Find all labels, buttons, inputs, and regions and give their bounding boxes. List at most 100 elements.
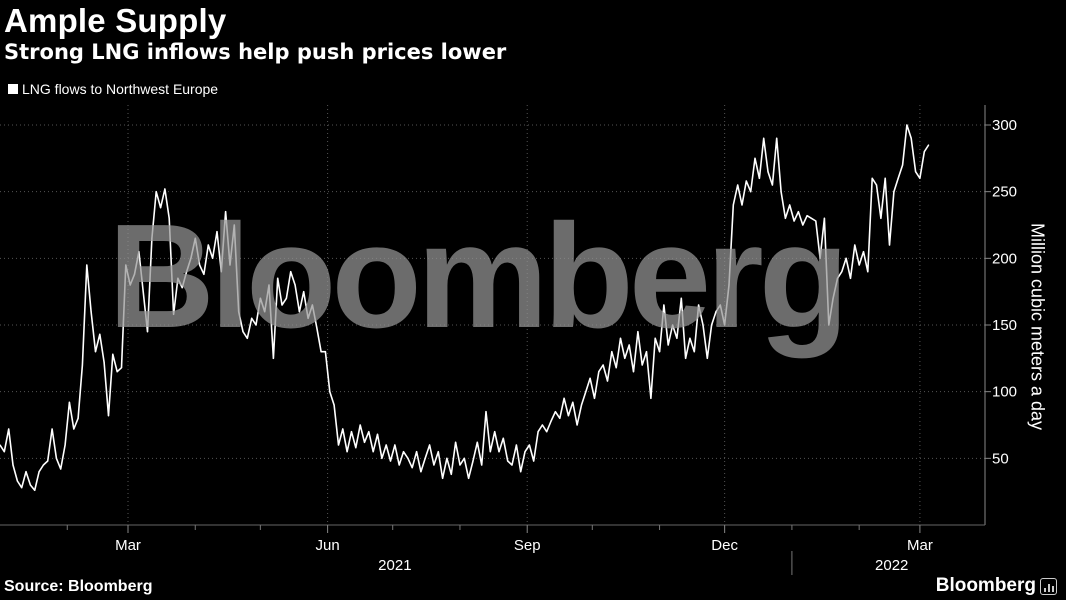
- data-point: [303, 291, 305, 293]
- x-tick-label: Jun: [316, 537, 340, 554]
- data-point: [159, 207, 162, 209]
- data-point: [901, 164, 904, 166]
- data-point: [285, 297, 287, 299]
- data-point: [185, 271, 188, 273]
- data-point: [507, 460, 509, 462]
- data-point: [468, 477, 470, 479]
- data-point: [441, 477, 444, 479]
- data-point: [789, 204, 791, 206]
- data-point: [320, 351, 322, 353]
- data-point: [533, 460, 535, 462]
- data-point: [676, 337, 678, 339]
- data-point: [203, 273, 205, 275]
- data-point: [155, 191, 157, 193]
- x-tick-label: Sep: [514, 537, 541, 554]
- y-tick-label: 300: [992, 117, 1017, 134]
- data-point: [229, 264, 231, 266]
- data-point: [810, 217, 813, 219]
- data-point: [463, 457, 465, 459]
- data-point: [593, 397, 596, 399]
- data-point: [910, 137, 912, 139]
- data-point: [407, 457, 409, 459]
- data-point: [21, 487, 23, 489]
- data-point: [628, 344, 630, 346]
- data-point: [693, 351, 695, 353]
- data-point: [767, 171, 769, 173]
- data-point: [68, 401, 71, 403]
- data-point: [225, 211, 227, 213]
- data-point: [472, 460, 474, 462]
- data-point: [34, 489, 36, 491]
- data-point: [424, 457, 426, 459]
- y-tick-label: 50: [992, 450, 1009, 467]
- data-point: [355, 447, 357, 449]
- data-point: [650, 397, 652, 399]
- data-point: [654, 337, 656, 339]
- data-point: [754, 157, 756, 159]
- data-point: [828, 324, 830, 326]
- data-point: [546, 431, 548, 433]
- data-point: [541, 424, 544, 426]
- data-point: [177, 277, 179, 279]
- data-point: [732, 204, 734, 206]
- data-point: [854, 244, 856, 246]
- y-tick-label: 200: [992, 250, 1017, 267]
- data-point: [537, 431, 539, 433]
- data-point: [819, 257, 821, 259]
- data-point: [706, 357, 708, 359]
- data-point: [411, 467, 413, 469]
- y-tick-label: 250: [992, 184, 1017, 201]
- data-point: [667, 344, 669, 346]
- series-line: [0, 124, 930, 492]
- data-point: [875, 184, 878, 186]
- data-point: [55, 457, 58, 459]
- data-point: [914, 171, 917, 173]
- grid-lines: [0, 105, 985, 525]
- data-point: [906, 124, 908, 126]
- data-point: [385, 444, 387, 446]
- data-point: [311, 304, 314, 306]
- data-point: [841, 271, 843, 273]
- data-point: [606, 380, 609, 382]
- data-point: [133, 273, 136, 275]
- data-point: [745, 180, 747, 182]
- data-point: [164, 188, 166, 190]
- data-point: [459, 464, 461, 466]
- brand-logo: Bloomberg: [935, 575, 1036, 596]
- data-point: [880, 217, 882, 219]
- data-point: [637, 331, 639, 333]
- data-point: [671, 324, 674, 326]
- data-point: [437, 451, 439, 453]
- data-point: [750, 191, 752, 193]
- data-point: [502, 437, 504, 439]
- data-point: [363, 441, 366, 443]
- data-point: [433, 464, 435, 466]
- data-point: [849, 277, 852, 279]
- data-point: [77, 417, 79, 419]
- data-point: [207, 244, 209, 246]
- data-point: [29, 484, 31, 486]
- data-point: [420, 471, 422, 473]
- data-point: [615, 367, 617, 369]
- data-point: [277, 277, 279, 279]
- data-point: [238, 311, 240, 313]
- data-point: [272, 357, 274, 359]
- data-point: [728, 284, 730, 286]
- year-label: 2021: [378, 557, 411, 574]
- data-point: [489, 451, 491, 453]
- data-point: [94, 351, 97, 353]
- data-point: [511, 464, 513, 466]
- data-point: [776, 137, 778, 139]
- data-point: [47, 460, 49, 462]
- data-point: [25, 471, 27, 473]
- data-point: [324, 351, 327, 353]
- data-point: [619, 337, 622, 339]
- data-point: [585, 391, 587, 393]
- data-point: [624, 357, 626, 359]
- x-tick-label: Dec: [711, 537, 738, 554]
- data-point: [923, 151, 925, 153]
- data-point: [645, 351, 648, 353]
- data-point: [16, 480, 18, 482]
- data-point: [494, 431, 496, 433]
- data-point: [337, 444, 340, 446]
